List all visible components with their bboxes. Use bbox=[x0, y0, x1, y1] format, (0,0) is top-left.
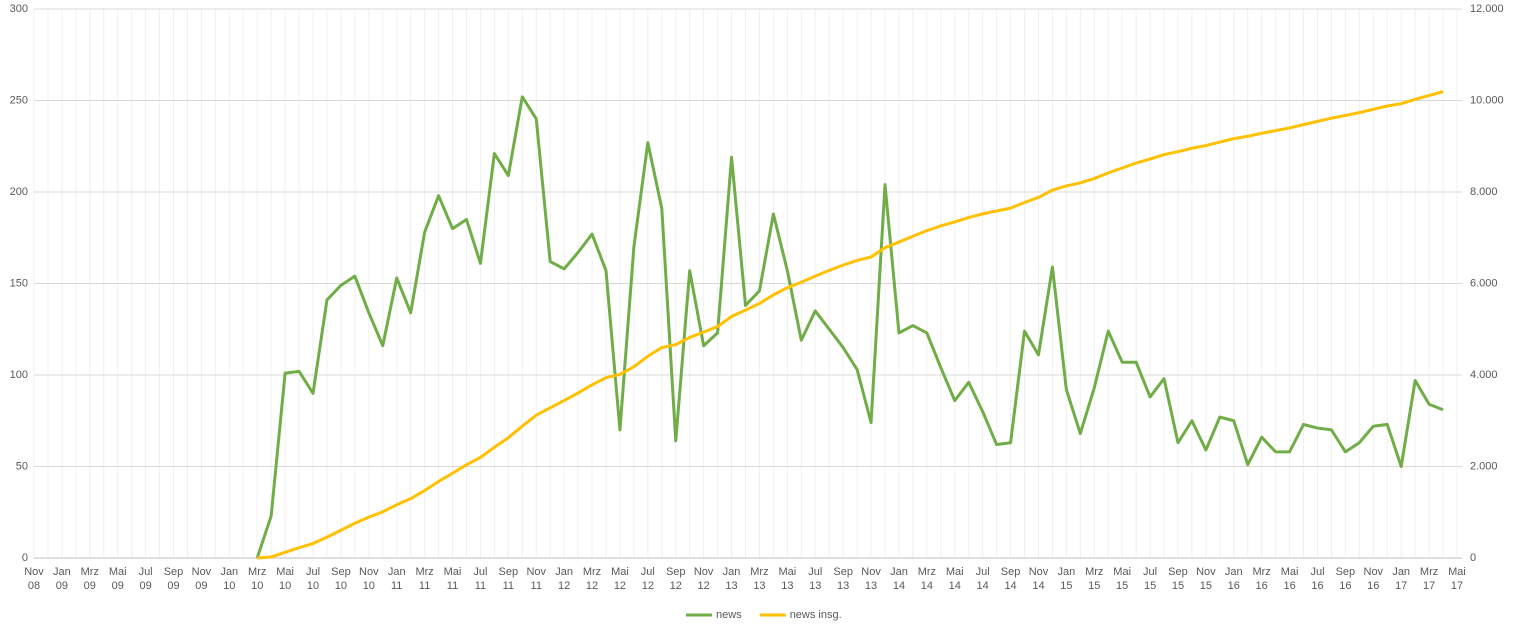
x-tick-label: Mrz 17 bbox=[1419, 566, 1439, 592]
x-tick-label: Mrz 16 bbox=[1252, 566, 1271, 592]
x-tick-label: Jan 14 bbox=[890, 566, 908, 592]
x-tick-label: Sep 16 bbox=[1335, 566, 1356, 592]
x-tick-label: Nov 15 bbox=[1196, 566, 1216, 592]
x-tick-label: Mai 13 bbox=[778, 566, 797, 592]
x-tick-label: Sep 14 bbox=[1000, 566, 1021, 592]
y-tick-label: 50 bbox=[16, 460, 28, 472]
y2-tick-label: 12.000 bbox=[1470, 3, 1504, 15]
y2-tick-label: 4.000 bbox=[1470, 369, 1498, 381]
legend-label: news bbox=[716, 609, 742, 621]
x-tick-label: Sep 11 bbox=[498, 566, 519, 592]
x-tick-label: Mai 17 bbox=[1448, 566, 1466, 592]
x-tick-label: Mai 14 bbox=[945, 566, 964, 592]
y2-tick-label: 0 bbox=[1470, 552, 1476, 564]
y-tick-label: 200 bbox=[10, 186, 28, 198]
x-tick-label: Sep 12 bbox=[665, 566, 686, 592]
y-tick-label: 0 bbox=[22, 552, 28, 564]
x-tick-label: Nov 09 bbox=[191, 566, 212, 592]
x-tick-label: Jan 15 bbox=[1057, 566, 1076, 592]
x-tick-label: Mrz 11 bbox=[415, 566, 434, 592]
x-tick-label: Mai 15 bbox=[1113, 566, 1132, 592]
x-tick-label: Jan 12 bbox=[555, 566, 573, 592]
x-tick-label: Jul 10 bbox=[305, 566, 321, 592]
x-tick-label: Jul 09 bbox=[138, 566, 153, 592]
y-tick-label: 250 bbox=[10, 94, 28, 106]
x-tick-label: Nov 12 bbox=[693, 566, 714, 592]
legend-label: news insg. bbox=[790, 609, 842, 621]
x-tick-label: Sep 13 bbox=[833, 566, 853, 592]
y2-tick-label: 10.000 bbox=[1470, 94, 1504, 106]
x-tick-label: Mrz 10 bbox=[248, 566, 267, 592]
x-tick-label: Nov 11 bbox=[526, 566, 547, 592]
x-tick-label: Sep 09 bbox=[163, 566, 184, 592]
y-tick-label: 150 bbox=[10, 277, 28, 289]
x-tick-label: Mrz 09 bbox=[80, 566, 99, 592]
x-tick-label: Jan 16 bbox=[1224, 566, 1243, 592]
x-tick-label: Mai 09 bbox=[108, 566, 127, 592]
x-tick-label: Mrz 12 bbox=[582, 566, 602, 592]
x-tick-label: Mai 12 bbox=[611, 566, 629, 592]
y2-tick-label: 8.000 bbox=[1470, 186, 1498, 198]
x-tick-label: Jul 12 bbox=[640, 566, 655, 592]
y2-tick-label: 2.000 bbox=[1470, 460, 1498, 472]
series-line bbox=[255, 95, 1444, 559]
x-tick-label: Jan 10 bbox=[220, 566, 239, 592]
x-tick-label: Mrz 14 bbox=[917, 566, 937, 592]
x-tick-label: Jul 11 bbox=[473, 566, 488, 592]
x-tick-label: Nov 08 bbox=[24, 566, 44, 592]
x-tick-label: Jan 17 bbox=[1392, 566, 1411, 592]
x-tick-label: Mrz 15 bbox=[1085, 566, 1104, 592]
x-tick-label: Nov 10 bbox=[359, 566, 379, 592]
x-tick-label: Mai 10 bbox=[276, 566, 294, 592]
x-tick-label: Jan 09 bbox=[53, 566, 71, 592]
x-tick-label: Nov 16 bbox=[1363, 566, 1384, 592]
x-tick-label: Jul 16 bbox=[1310, 566, 1325, 592]
x-tick-label: Jan 11 bbox=[387, 566, 406, 592]
x-tick-label: Jul 15 bbox=[1143, 566, 1158, 592]
x-tick-label: Mrz 13 bbox=[750, 566, 769, 592]
y-tick-label: 100 bbox=[10, 369, 28, 381]
x-tick-label: Nov 14 bbox=[1028, 566, 1049, 592]
x-tick-label: Jul 13 bbox=[808, 566, 823, 592]
y2-tick-label: 6.000 bbox=[1470, 277, 1498, 289]
x-tick-label: Mai 16 bbox=[1280, 566, 1299, 592]
x-tick-label: Jan 13 bbox=[722, 566, 741, 592]
x-tick-label: Nov 13 bbox=[861, 566, 881, 592]
y-tick-label: 300 bbox=[10, 3, 28, 15]
series-line bbox=[257, 90, 1444, 560]
x-tick-label: Jul 14 bbox=[975, 566, 990, 592]
x-tick-label: Sep 10 bbox=[331, 566, 351, 592]
x-tick-label: Mai 11 bbox=[443, 566, 462, 592]
x-tick-label: Sep 15 bbox=[1168, 566, 1188, 592]
